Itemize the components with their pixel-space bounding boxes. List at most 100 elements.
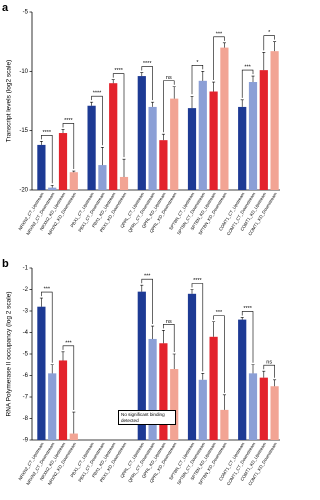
bar (69, 433, 78, 440)
significance-label: ns (166, 75, 172, 81)
bar (159, 343, 168, 440)
error-bar (61, 351, 65, 361)
significance-bracket (163, 80, 175, 133)
y-tick-label: -2 (23, 287, 29, 293)
error-bar (201, 373, 205, 380)
bar (170, 98, 179, 190)
bar (58, 133, 68, 190)
bar (238, 319, 247, 440)
significance-label: **** (243, 306, 252, 312)
significance-label: * (196, 60, 199, 66)
y-tick-label: -4 (23, 330, 29, 336)
error-bar (90, 101, 94, 106)
significance-label: **** (143, 61, 152, 67)
bar (119, 176, 129, 190)
bar (69, 172, 78, 190)
bar (37, 144, 46, 190)
significance-bracket (62, 345, 75, 411)
significance-label: *** (44, 287, 51, 293)
significance-label: *** (216, 31, 223, 37)
error-bar (172, 353, 176, 370)
bar (109, 83, 118, 190)
y-tick-label: -15 (19, 128, 28, 134)
bar (187, 293, 197, 440)
significance-label: **** (114, 68, 123, 74)
bar (58, 360, 68, 440)
bar (259, 70, 268, 190)
significance-label: *** (216, 310, 223, 316)
page: a Transcript levels (log2 scale) -20 -15 -10… (2, 1, 280, 487)
y-tick-label: -9 (23, 438, 29, 444)
bar (148, 106, 157, 190)
error-bar (100, 146, 104, 166)
error-bar (172, 86, 176, 99)
significance-bracket (112, 73, 125, 158)
error-bar (262, 52, 266, 71)
significance-bracket (191, 283, 204, 372)
significance-label: *** (244, 65, 251, 71)
y-tick-label: -10 (19, 69, 28, 75)
bar (220, 409, 229, 440)
bar (98, 165, 107, 190)
significance-bracket (41, 291, 53, 363)
significance-bracket (241, 311, 254, 363)
significance-bracket (141, 278, 153, 325)
error-bar (190, 289, 194, 294)
error-bar (50, 364, 54, 374)
error-bar (151, 101, 155, 107)
significance-label: **** (193, 278, 202, 284)
bar (187, 108, 197, 190)
error-bar (39, 141, 43, 145)
error-bar (61, 129, 65, 134)
significance-label: *** (144, 274, 151, 280)
significance-label: ns (166, 319, 172, 325)
significance-bracket (41, 135, 53, 184)
error-bar (72, 170, 76, 173)
significance-bracket (263, 364, 275, 378)
error-bar (140, 72, 144, 77)
error-bar (251, 75, 255, 83)
significance-bracket (213, 315, 225, 393)
y-tick-label: -8 (23, 416, 29, 422)
error-bar (50, 184, 54, 188)
error-bar (273, 41, 277, 52)
significance-bracket (62, 123, 75, 170)
bar (137, 291, 146, 440)
y-tick-label: -5 (23, 352, 29, 358)
panel-label: b (2, 258, 9, 270)
bar (248, 82, 258, 190)
y-tick-label: -3 (23, 309, 29, 315)
bar (148, 338, 157, 440)
y-tick-label: -20 (19, 188, 28, 194)
error-bar (72, 411, 76, 434)
significance-bracket (191, 65, 204, 95)
error-bar (240, 99, 244, 107)
error-bar (240, 317, 244, 320)
error-bar (151, 325, 155, 339)
panel-label: a (2, 2, 9, 14)
significance-label: *** (65, 340, 72, 346)
bar (159, 140, 168, 190)
error-bar (262, 370, 266, 378)
significance-bracket (141, 66, 153, 101)
significance-label: **** (64, 118, 73, 124)
bar (220, 47, 229, 190)
bar (198, 379, 207, 440)
y-axis-label: Transcript levels (log2 scale) (6, 60, 13, 142)
error-bar (212, 321, 216, 337)
error-bar (39, 297, 43, 307)
bar (259, 377, 268, 440)
significance-bracket (241, 69, 254, 98)
error-bar (161, 133, 165, 141)
bar (137, 76, 146, 190)
significance-bracket (263, 35, 275, 51)
bar (198, 80, 207, 190)
bar (270, 386, 279, 440)
bar (238, 106, 247, 190)
chart: a Transcript levels (log2 scale) -20 -15 -10… (2, 2, 280, 486)
bar (48, 373, 57, 440)
error-bar (161, 330, 165, 344)
error-bar (251, 364, 255, 374)
significance-label: **** (43, 130, 52, 136)
significance-bracket (91, 95, 103, 146)
